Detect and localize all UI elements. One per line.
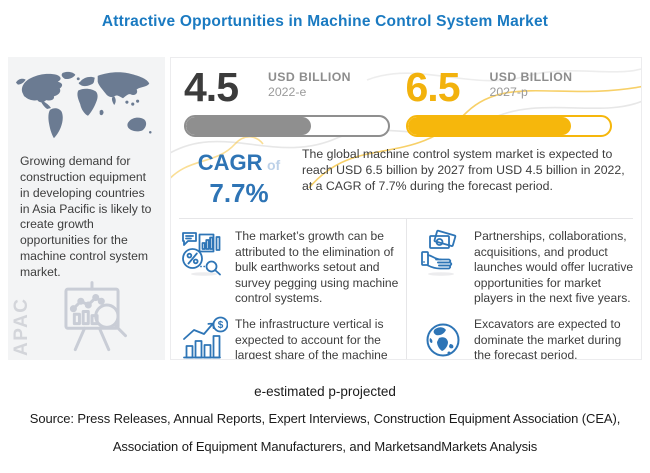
- source-line-1: Source: Press Releases, Annual Reports, …: [29, 411, 621, 426]
- insight-partnerships: Partnerships, collaborations, acquisitio…: [419, 228, 637, 307]
- market-size-2027-value: 6.5: [405, 64, 461, 110]
- cagr-label: CAGR: [197, 150, 263, 175]
- svg-text:$: $: [218, 320, 224, 331]
- globe-icon: [426, 323, 460, 357]
- progress-fill-2022: [186, 117, 312, 135]
- world-map-icon: [15, 71, 152, 139]
- insight-text: The infrastructure vertical is expected …: [235, 316, 388, 360]
- left-panel: Growing demand for construction equipmen…: [8, 57, 165, 360]
- market-analysis-icon: [182, 232, 221, 276]
- presentation-analysis-icon: [64, 281, 127, 352]
- insights-grid: The market’s growth can be attributed to…: [171, 219, 641, 360]
- insight-market-growth: The market’s growth can be attributed to…: [180, 228, 402, 307]
- apac-watermark: APAC: [11, 297, 32, 356]
- market-size-2027-period: 2027-p: [489, 85, 528, 99]
- cagr-row: CAGR of 7.7% The global machine control …: [171, 146, 641, 209]
- insight-infrastructure: $ The infrastructure vertical is expecte…: [180, 316, 402, 360]
- main-panel: 4.5 USD BILLION 2022-e 6.5 USD B: [170, 57, 642, 360]
- cagr-connector: of: [267, 157, 281, 173]
- money-hand-icon: [421, 229, 457, 276]
- progress-fill-2027: [407, 117, 572, 135]
- growth-chart-coin-icon: $: [183, 316, 228, 359]
- market-size-2022-unit: USD BILLION: [268, 70, 351, 84]
- market-summary: The global machine control system market…: [302, 147, 625, 194]
- insights-column-left: The market’s growth can be attributed to…: [171, 219, 406, 360]
- market-size-row: 4.5 USD BILLION 2022-e 6.5 USD B: [171, 65, 641, 137]
- insight-text: Excavators are expected to dominate the …: [474, 316, 622, 360]
- cagr-value: 7.7%: [209, 178, 269, 208]
- insight-text: Partnerships, collaborations, acquisitio…: [474, 229, 634, 306]
- main-panel-content: 4.5 USD BILLION 2022-e 6.5 USD B: [171, 58, 641, 360]
- progress-bar-2027: [405, 115, 612, 137]
- market-size-2022-value: 4.5: [184, 64, 239, 110]
- market-size-2022: 4.5 USD BILLION 2022-e: [184, 65, 406, 137]
- market-size-2027-unit: USD BILLION: [489, 70, 573, 84]
- cagr-block: CAGR of 7.7%: [184, 150, 294, 209]
- insight-excavators: Excavators are expected to dominate the …: [419, 316, 637, 360]
- progress-bar-2022: [184, 115, 390, 137]
- market-size-2027: 6.5 USD BILLION 2027-p: [405, 64, 628, 137]
- left-panel-text: Growing demand for construction equipmen…: [20, 154, 152, 280]
- source-line-2: Association of Equipment Manufacturers, …: [112, 439, 538, 454]
- page-title: Attractive Opportunities in Machine Cont…: [101, 13, 549, 30]
- market-size-2022-period: 2022-e: [268, 85, 307, 99]
- horizontal-divider: [179, 218, 633, 219]
- footnote: e-estimated p-projected: [254, 384, 396, 399]
- insight-text: The market’s growth can be attributed to…: [235, 229, 399, 306]
- insights-column-right: Partnerships, collaborations, acquisitio…: [406, 219, 641, 360]
